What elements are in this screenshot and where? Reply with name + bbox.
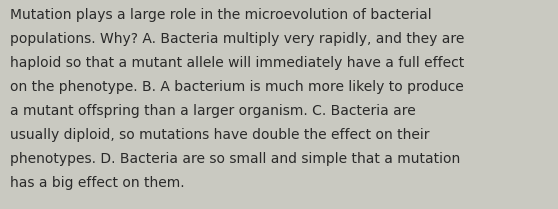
- Text: haploid so that a mutant allele will immediately have a full effect: haploid so that a mutant allele will imm…: [10, 56, 464, 70]
- Text: on the phenotype. B. A bacterium is much more likely to produce: on the phenotype. B. A bacterium is much…: [10, 80, 464, 94]
- Text: phenotypes. D. Bacteria are so small and simple that a mutation: phenotypes. D. Bacteria are so small and…: [10, 152, 460, 166]
- Text: has a big effect on them.: has a big effect on them.: [10, 176, 185, 190]
- Text: usually diploid, so mutations have double the effect on their: usually diploid, so mutations have doubl…: [10, 128, 430, 142]
- Text: a mutant offspring than a larger organism. C. Bacteria are: a mutant offspring than a larger organis…: [10, 104, 416, 118]
- Text: populations. Why? A. Bacteria multiply very rapidly, and they are: populations. Why? A. Bacteria multiply v…: [10, 32, 464, 46]
- Text: Mutation plays a large role in the microevolution of bacterial: Mutation plays a large role in the micro…: [10, 8, 432, 22]
